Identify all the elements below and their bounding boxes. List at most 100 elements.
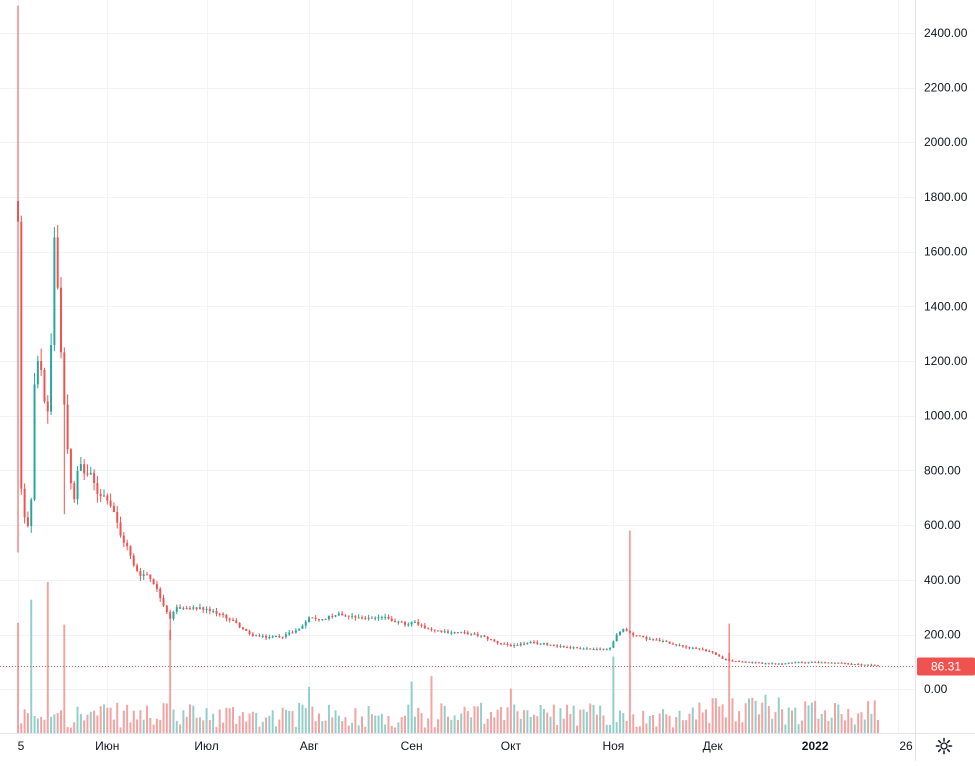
volume-bar bbox=[417, 707, 420, 733]
volume-bar bbox=[675, 716, 678, 733]
candle-body bbox=[208, 608, 211, 612]
volume-bar bbox=[576, 725, 578, 733]
candle-body bbox=[873, 664, 876, 666]
candle-body bbox=[86, 473, 89, 475]
candle-body bbox=[566, 647, 569, 649]
volume-bar bbox=[619, 710, 621, 733]
volume-bar bbox=[877, 719, 879, 733]
candle-body bbox=[258, 635, 261, 637]
candle-body bbox=[784, 663, 787, 665]
volume-bar bbox=[46, 581, 49, 733]
candle-body bbox=[278, 636, 281, 638]
candle-body bbox=[483, 635, 486, 637]
candle-body bbox=[40, 361, 43, 370]
volume-bar bbox=[602, 715, 605, 733]
candle-body bbox=[50, 345, 53, 412]
candle-body bbox=[668, 641, 671, 644]
x-tick-label: 2022 bbox=[802, 739, 829, 753]
settings-button[interactable] bbox=[932, 735, 956, 757]
volume-bar bbox=[96, 715, 99, 733]
volume-bar bbox=[93, 710, 96, 733]
volume-bar bbox=[56, 713, 59, 733]
volume-bar bbox=[870, 713, 873, 733]
volume-bar bbox=[116, 702, 119, 733]
candle-body bbox=[549, 644, 552, 646]
candle-body bbox=[17, 201, 19, 222]
candle-body bbox=[268, 637, 271, 639]
candle-body bbox=[860, 664, 863, 666]
volume-bar bbox=[585, 711, 588, 733]
volume-bar bbox=[410, 681, 413, 733]
y-tick-label: 400.00 bbox=[924, 573, 961, 587]
volume-bar bbox=[837, 704, 840, 733]
candle-body bbox=[76, 470, 79, 500]
candle-body bbox=[569, 647, 572, 649]
x-tick-label: Дек bbox=[703, 739, 724, 753]
x-tick-label: Авг bbox=[300, 739, 319, 753]
candle-body bbox=[592, 648, 595, 650]
candle-body bbox=[499, 643, 502, 645]
candle-body bbox=[218, 613, 221, 615]
volume-bar bbox=[390, 725, 393, 733]
volume-bar bbox=[562, 718, 565, 733]
volume-bar bbox=[155, 718, 158, 733]
volume-bar bbox=[331, 717, 334, 733]
volume-bar bbox=[863, 719, 866, 733]
candle-body bbox=[284, 634, 287, 637]
volume-bar bbox=[509, 688, 512, 733]
candle-body bbox=[443, 631, 446, 633]
volume-bar bbox=[60, 710, 62, 733]
volume-bar bbox=[612, 656, 615, 733]
volume-bar bbox=[470, 717, 473, 733]
candle-body bbox=[324, 619, 327, 621]
candle-body bbox=[731, 660, 734, 662]
candle-body bbox=[840, 662, 843, 664]
candle-body bbox=[192, 607, 195, 609]
volume-bar bbox=[533, 714, 535, 733]
volume-bar bbox=[311, 706, 314, 733]
volume-bar bbox=[645, 723, 648, 733]
candle-body bbox=[705, 649, 707, 652]
candle-body bbox=[453, 632, 456, 634]
volume-bar bbox=[777, 697, 780, 733]
volume-bar bbox=[308, 686, 311, 733]
volume-bar bbox=[652, 715, 655, 733]
volume-bar bbox=[873, 700, 876, 733]
volume-bar bbox=[595, 714, 598, 733]
volume-bar bbox=[354, 708, 357, 733]
candle-body bbox=[857, 664, 860, 666]
volume-bar bbox=[79, 713, 82, 733]
candle-body bbox=[182, 608, 185, 610]
candle-body bbox=[60, 287, 62, 353]
candle-body bbox=[202, 607, 205, 610]
volume-bar bbox=[268, 715, 271, 733]
volume-bar bbox=[513, 704, 516, 733]
candle-body bbox=[374, 617, 377, 619]
candle-body bbox=[83, 464, 86, 474]
candle-body bbox=[301, 625, 304, 629]
volume-bar bbox=[152, 724, 155, 733]
volume-bar bbox=[192, 705, 195, 733]
volume-bar bbox=[516, 711, 519, 733]
volume-bar bbox=[298, 702, 301, 733]
candle-body bbox=[678, 645, 681, 647]
volume-bar bbox=[284, 709, 287, 733]
volume-bar bbox=[189, 704, 191, 733]
candle-body bbox=[26, 517, 29, 527]
candle-body bbox=[79, 464, 82, 471]
candle-body bbox=[513, 645, 516, 647]
volume-bar bbox=[526, 710, 529, 733]
volume-bar bbox=[867, 701, 870, 733]
y-tick-label: 1600.00 bbox=[924, 245, 968, 259]
volume-bar bbox=[552, 704, 555, 733]
volume-bar bbox=[784, 724, 787, 733]
candle-body bbox=[503, 643, 506, 645]
volume-bar bbox=[741, 722, 744, 733]
volume-bar bbox=[149, 717, 152, 733]
candle-body bbox=[877, 665, 879, 667]
volume-bar bbox=[318, 713, 320, 733]
candle-body bbox=[66, 404, 69, 450]
